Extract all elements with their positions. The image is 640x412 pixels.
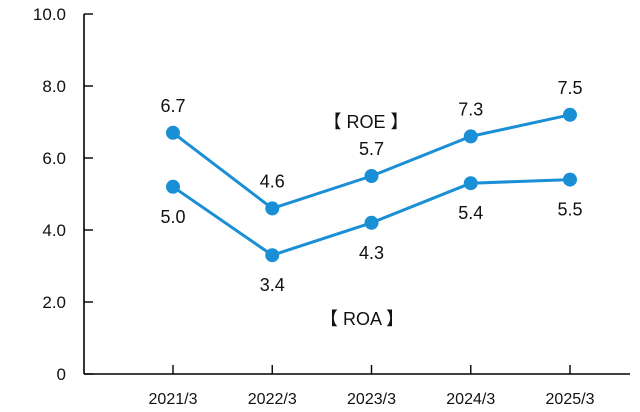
- data-label: 7.3: [458, 99, 483, 119]
- data-point: [364, 215, 379, 230]
- x-tick-label: 2024/3: [446, 391, 495, 408]
- series-name-label: 【 ROE 】: [323, 112, 408, 132]
- chart-series: [166, 107, 577, 263]
- data-label: 7.5: [557, 78, 582, 98]
- y-tick-label: 0: [57, 365, 66, 384]
- data-label: 3.4: [260, 275, 285, 295]
- data-label: 6.7: [160, 96, 185, 116]
- data-point: [463, 176, 478, 191]
- x-tick-label: 2022/3: [248, 391, 297, 408]
- chart-axes: 0 2.0 4.0 6.0 8.0 10.0 2021/3 2022/3 2023/3 2024/…: [33, 5, 630, 408]
- data-point: [563, 107, 577, 122]
- data-point: [166, 125, 180, 140]
- x-tick-label: 2023/3: [347, 391, 396, 408]
- data-label: 5.0: [160, 207, 185, 227]
- series-name-label: 【 ROA 】: [320, 309, 404, 329]
- data-point: [265, 248, 280, 263]
- x-tick-label: 2021/3: [149, 391, 198, 408]
- y-tick-label: 6.0: [42, 149, 66, 168]
- data-label: 5.5: [557, 200, 582, 220]
- data-point: [463, 129, 478, 144]
- y-tick-label: 8.0: [42, 77, 66, 96]
- data-label: 4.3: [359, 243, 384, 263]
- data-label: 5.7: [359, 139, 384, 159]
- data-label: 5.4: [458, 203, 483, 223]
- x-tick-label: 2025/3: [546, 391, 595, 408]
- data-point: [364, 169, 379, 183]
- y-tick-label: 2.0: [42, 293, 66, 312]
- data-label: 4.6: [260, 171, 285, 191]
- data-point: [265, 201, 280, 216]
- y-tick-label: 4.0: [42, 221, 66, 240]
- data-point: [166, 179, 180, 194]
- data-point: [563, 172, 577, 187]
- chart-labels: 6.7 4.6 5.7 7.3 7.5 5.0 3.4 4.3 5.4 5.5 【 ROE 】【 R…: [160, 78, 582, 329]
- y-tick-label: 10.0: [33, 5, 66, 24]
